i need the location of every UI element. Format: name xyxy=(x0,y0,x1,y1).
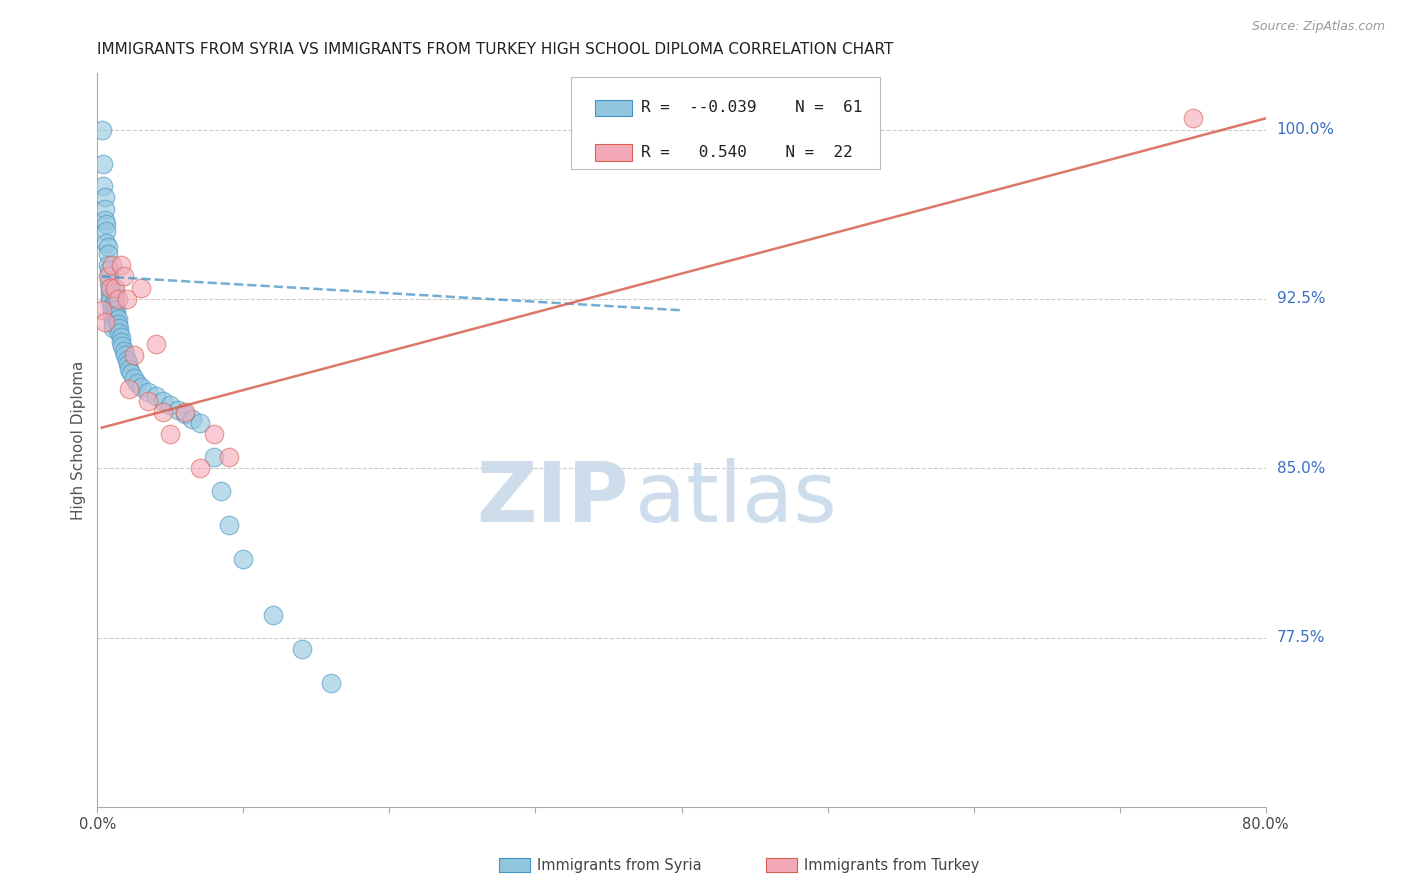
Point xyxy=(115,292,138,306)
Point xyxy=(100,281,122,295)
Point xyxy=(107,317,129,331)
Point xyxy=(100,294,122,309)
Point xyxy=(232,551,254,566)
Point xyxy=(166,402,188,417)
Point xyxy=(111,339,134,353)
Point xyxy=(118,382,141,396)
Point xyxy=(112,269,135,284)
Point xyxy=(291,642,314,657)
Point xyxy=(101,308,124,322)
Point xyxy=(112,343,135,358)
Point xyxy=(97,258,120,272)
Point xyxy=(94,235,117,250)
Point xyxy=(100,285,122,300)
Point xyxy=(145,389,167,403)
Point xyxy=(120,367,142,381)
Point xyxy=(129,281,152,295)
Text: 92.5%: 92.5% xyxy=(1277,292,1326,307)
Point xyxy=(90,122,112,136)
Point xyxy=(103,312,125,326)
Point xyxy=(100,281,122,295)
Text: 100.0%: 100.0% xyxy=(1277,122,1334,137)
Text: 85.0%: 85.0% xyxy=(1277,461,1324,475)
Point xyxy=(98,262,121,277)
Point xyxy=(145,337,167,351)
Text: Immigrants from Turkey: Immigrants from Turkey xyxy=(804,858,980,872)
Point xyxy=(174,405,197,419)
Point xyxy=(125,376,148,390)
Point xyxy=(100,290,122,304)
Point xyxy=(105,303,128,318)
Point xyxy=(117,358,139,372)
Point xyxy=(188,461,211,475)
Point xyxy=(93,190,115,204)
Point xyxy=(181,411,204,425)
Text: R =   0.540    N =  22: R = 0.540 N = 22 xyxy=(641,145,852,160)
Point xyxy=(1181,112,1204,126)
FancyBboxPatch shape xyxy=(595,145,633,161)
Point xyxy=(122,371,145,385)
Point xyxy=(138,393,160,408)
Text: Immigrants from Syria: Immigrants from Syria xyxy=(537,858,702,872)
Point xyxy=(262,608,284,623)
Point xyxy=(101,258,124,272)
Point xyxy=(159,427,181,442)
Text: ZIP: ZIP xyxy=(477,458,628,540)
Point xyxy=(97,247,120,261)
Point xyxy=(91,156,114,170)
Point xyxy=(115,353,138,368)
Point xyxy=(122,348,145,362)
Text: Source: ZipAtlas.com: Source: ZipAtlas.com xyxy=(1251,20,1385,33)
Point xyxy=(108,326,131,340)
Point xyxy=(110,258,132,272)
Point xyxy=(319,675,342,690)
Point xyxy=(91,179,114,194)
Point xyxy=(108,321,131,335)
Point xyxy=(93,202,115,216)
Point xyxy=(93,314,115,328)
FancyBboxPatch shape xyxy=(595,100,633,116)
Point xyxy=(110,334,132,349)
Point xyxy=(159,398,181,412)
Point xyxy=(107,292,129,306)
Point xyxy=(218,517,240,532)
Point xyxy=(202,427,225,442)
Point xyxy=(188,416,211,430)
Text: 77.5%: 77.5% xyxy=(1277,630,1324,645)
Point xyxy=(110,330,132,344)
Point xyxy=(98,276,121,290)
Point xyxy=(90,303,112,318)
Point xyxy=(118,362,141,376)
Point xyxy=(97,240,120,254)
Point xyxy=(93,213,115,227)
Point xyxy=(138,384,160,399)
Point xyxy=(101,303,124,318)
Point xyxy=(104,292,127,306)
Text: R =  --0.039    N =  61: R = --0.039 N = 61 xyxy=(641,100,862,115)
Point xyxy=(104,285,127,300)
Text: atlas: atlas xyxy=(634,458,837,540)
Text: IMMIGRANTS FROM SYRIA VS IMMIGRANTS FROM TURKEY HIGH SCHOOL DIPLOMA CORRELATION : IMMIGRANTS FROM SYRIA VS IMMIGRANTS FROM… xyxy=(97,42,894,57)
Point xyxy=(174,407,197,421)
Point xyxy=(105,308,128,322)
Point xyxy=(104,281,127,295)
Point xyxy=(98,269,121,284)
Point xyxy=(211,483,233,498)
Point xyxy=(104,299,127,313)
Point xyxy=(152,405,174,419)
Y-axis label: High School Diploma: High School Diploma xyxy=(72,360,86,520)
Point xyxy=(129,380,152,394)
Point xyxy=(97,269,120,284)
Point xyxy=(114,348,136,362)
Point xyxy=(94,224,117,238)
Point xyxy=(103,321,125,335)
Point xyxy=(101,299,124,313)
Point xyxy=(107,312,129,326)
Point xyxy=(152,393,174,408)
FancyBboxPatch shape xyxy=(571,77,880,169)
Point xyxy=(103,317,125,331)
Point xyxy=(202,450,225,464)
Point xyxy=(94,218,117,232)
Point xyxy=(218,450,240,464)
